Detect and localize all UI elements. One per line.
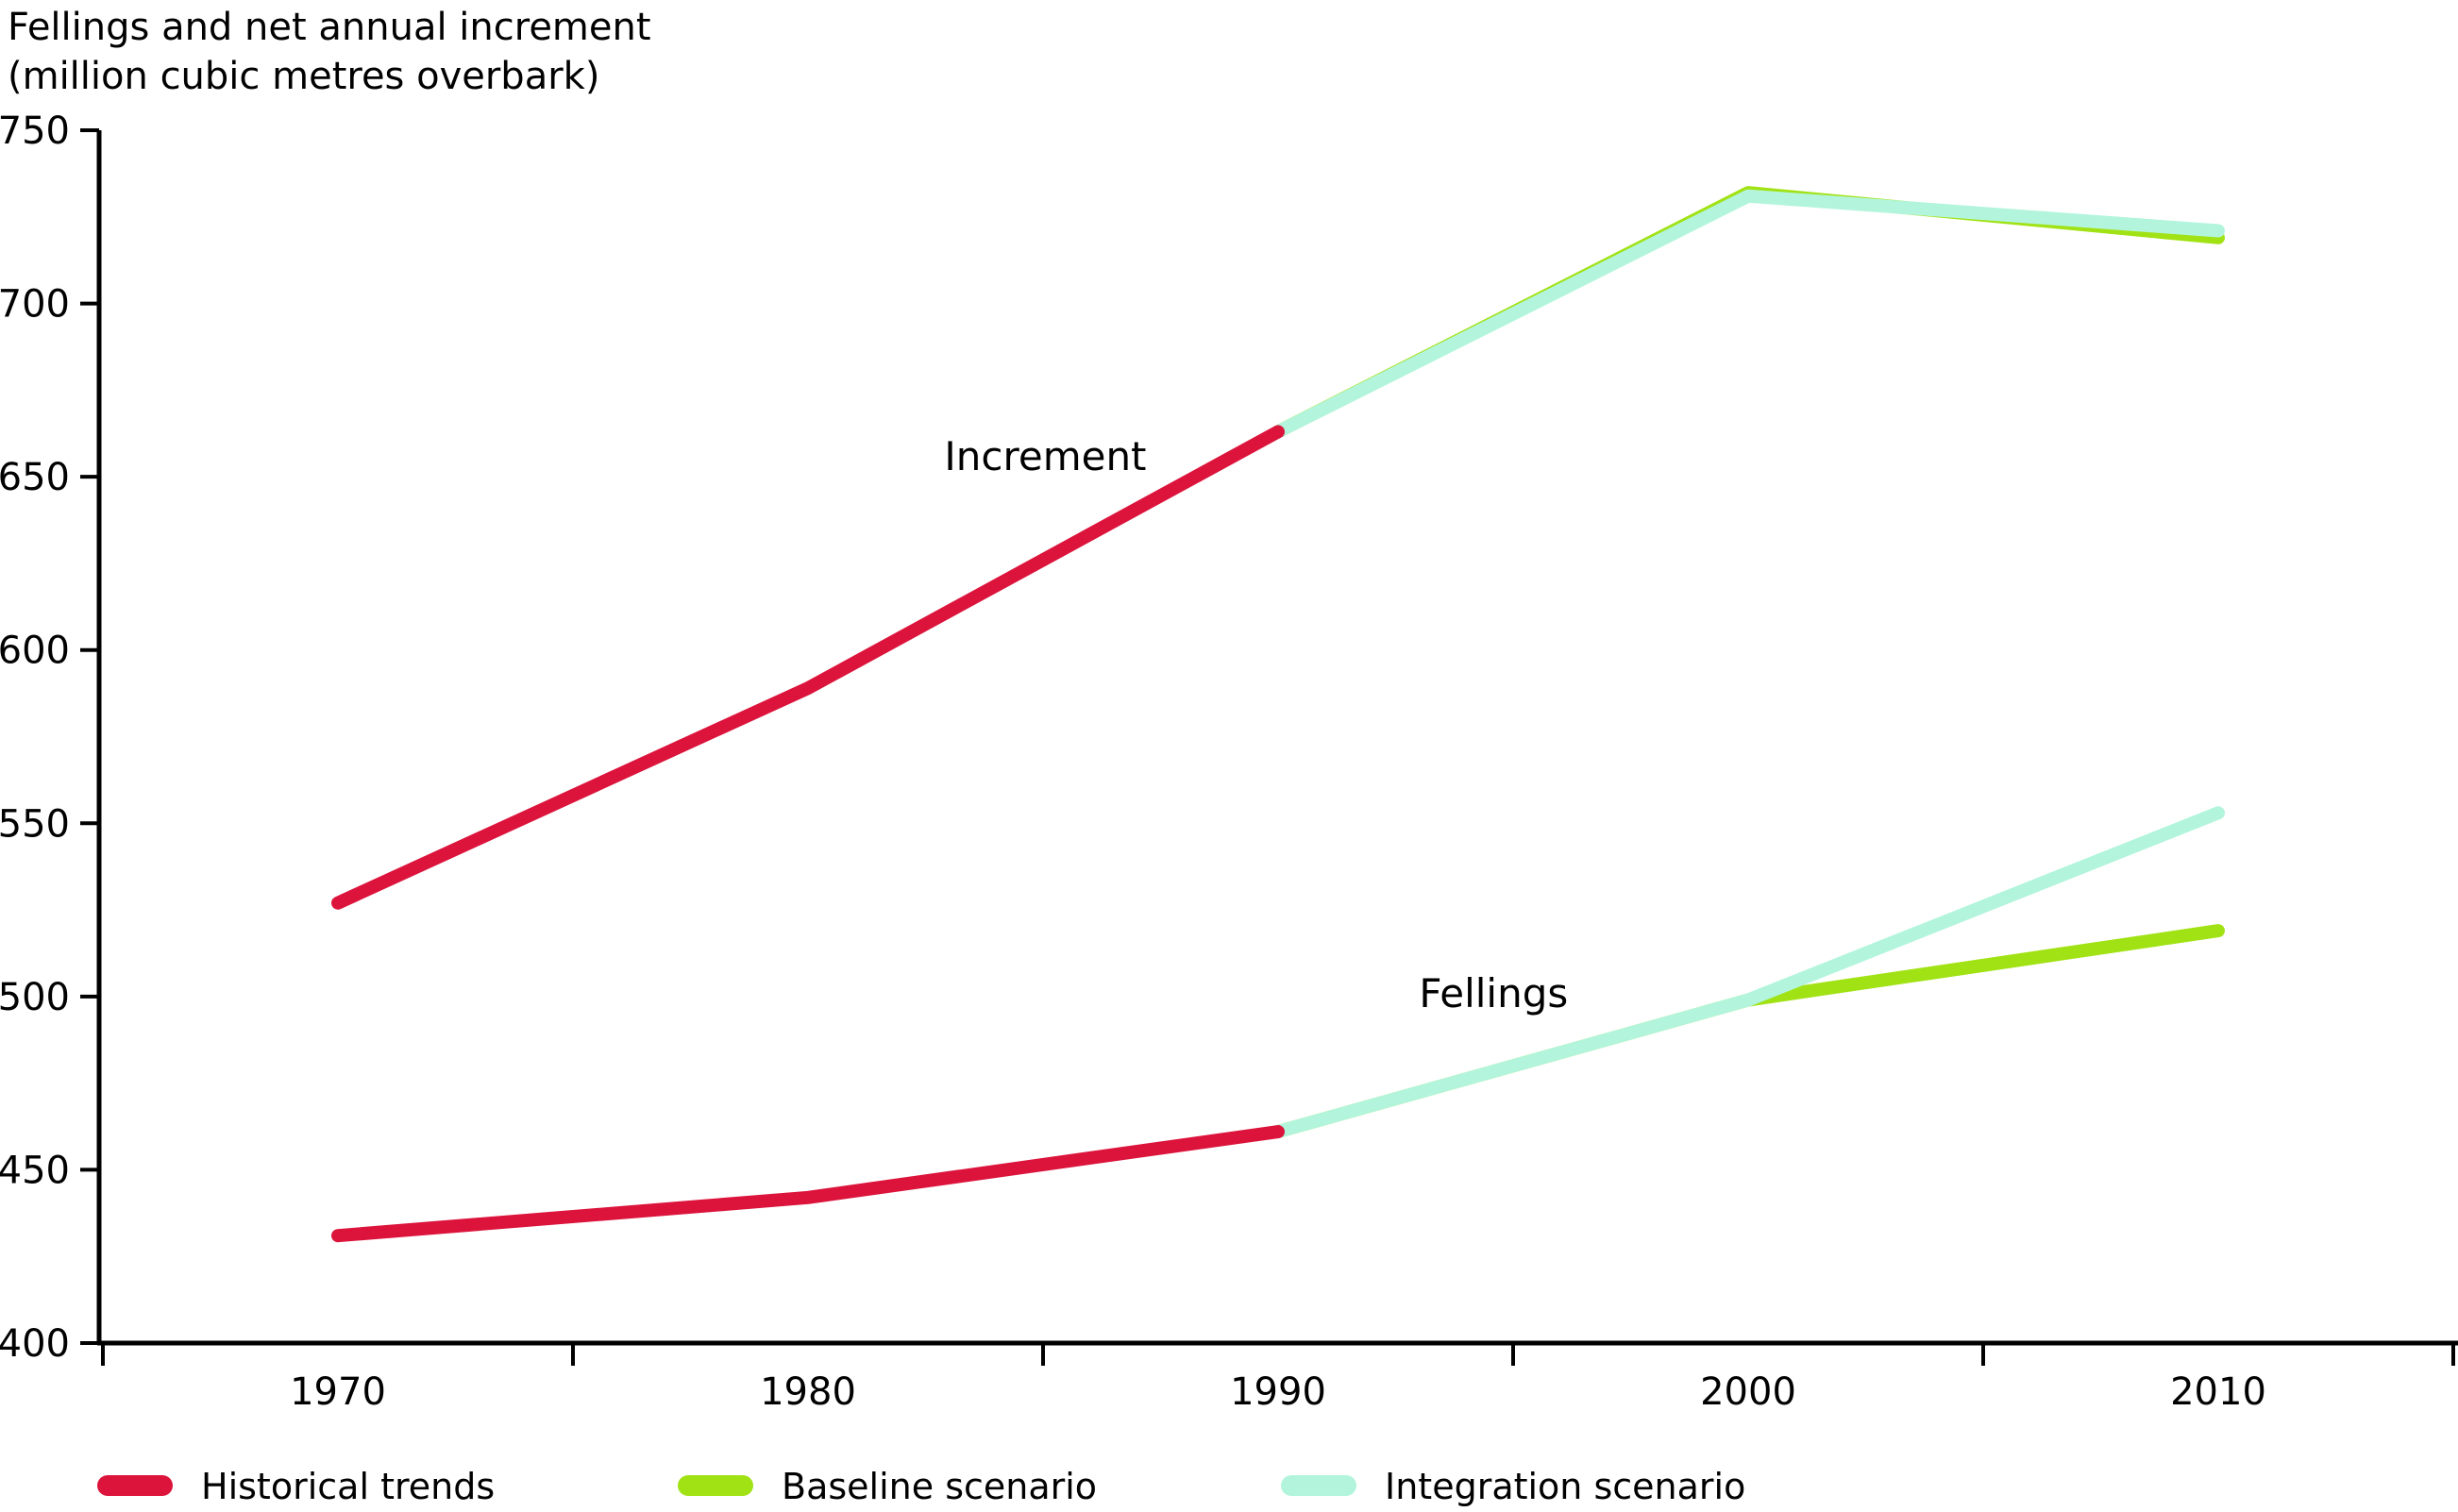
y-tick-label: 700 [0, 283, 70, 327]
axes [96, 130, 2458, 1346]
y-tick-label: 600 [0, 630, 70, 673]
x-axis-ticks: 1970 1980 1990 2000 2010 [101, 1343, 2455, 1414]
data-series-lines [331, 186, 2225, 1243]
y-tick-label: 550 [0, 802, 70, 846]
y-tick-label: 450 [0, 1149, 70, 1192]
y-tick-label: 650 [0, 456, 70, 499]
series-annotations: Increment Fellings [944, 433, 1568, 1016]
chart-title: Fellings and net annual increment (milli… [8, 6, 651, 98]
series-line-historical [331, 425, 1285, 910]
chart-legend: Historical trends Baseline scenario Integr… [97, 1466, 1745, 1507]
series-line-integration [1271, 806, 2225, 1139]
chart-title-line2: (million cubic metres overbark) [8, 55, 599, 98]
series-line-baseline [1271, 186, 2225, 439]
y-axis-ticks: 400 450 500 550 600 650 700 750 [0, 109, 99, 1366]
annotation-label: Fellings [1419, 970, 1568, 1016]
series-line-baseline [1271, 924, 2225, 1139]
series-line-historical [331, 1125, 1285, 1243]
legend-label: Baseline scenario [782, 1466, 1097, 1507]
series-line-integration [1271, 189, 2225, 439]
legend-swatch-historical [97, 1475, 173, 1496]
legend-label: Historical trends [201, 1466, 495, 1507]
chart-title-line1: Fellings and net annual increment [8, 6, 651, 49]
legend-swatch-baseline [678, 1475, 753, 1496]
x-tick-label: 1980 [760, 1370, 856, 1414]
y-tick-label: 500 [0, 976, 70, 1019]
y-tick-label: 400 [0, 1322, 70, 1366]
x-tick-label: 2010 [2170, 1370, 2266, 1414]
x-tick-label: 1970 [290, 1370, 386, 1414]
y-tick-label: 750 [0, 109, 70, 153]
legend-swatch-integration [1281, 1475, 1356, 1496]
legend-label: Integration scenario [1385, 1466, 1745, 1507]
x-tick-label: 1990 [1230, 1370, 1326, 1414]
annotation-label: Increment [944, 433, 1146, 479]
x-tick-label: 2000 [1700, 1370, 1796, 1414]
